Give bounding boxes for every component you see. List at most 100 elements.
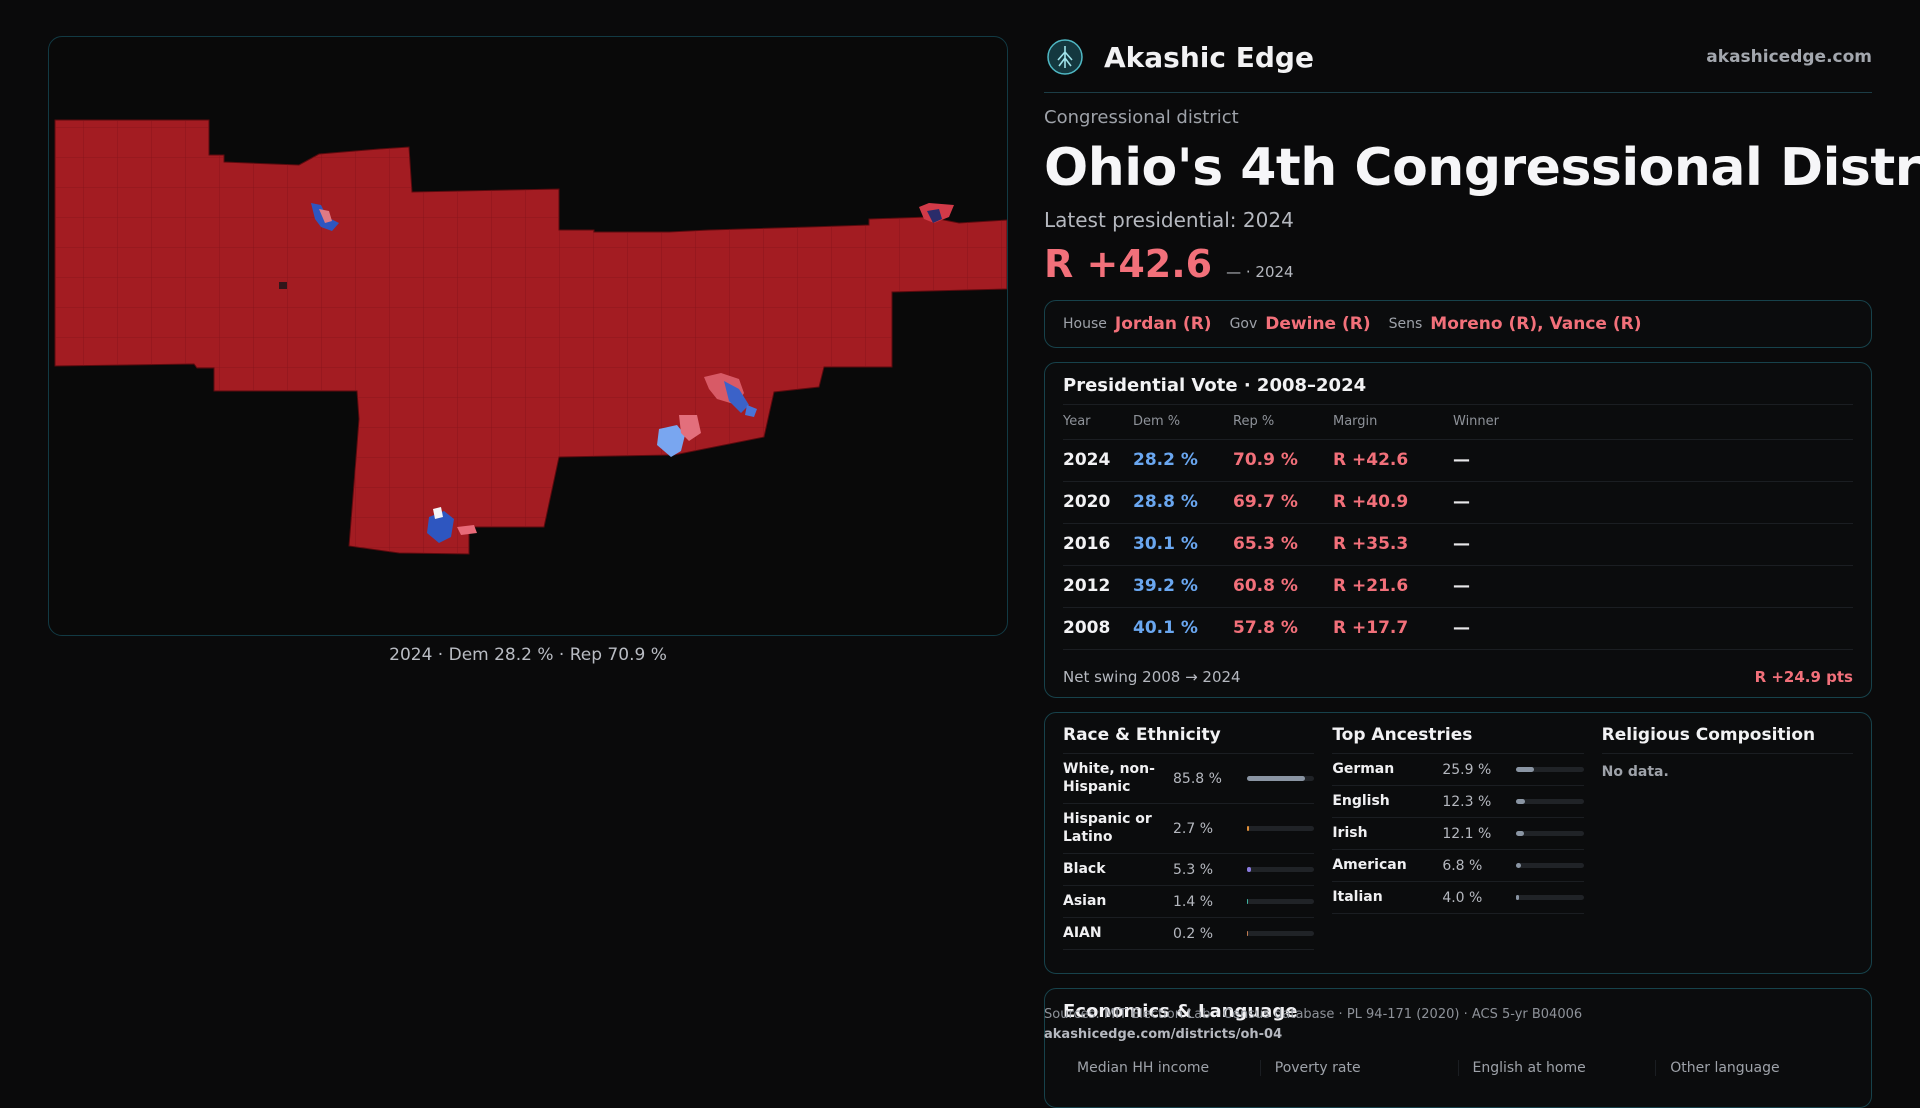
presidential-vote-title: Presidential Vote · 2008–2024: [1063, 375, 1853, 405]
ancestry-bar: [1516, 767, 1583, 772]
race-bar-fill: [1247, 776, 1305, 781]
ancestry-bar: [1516, 895, 1583, 900]
econ-other-language: Other language: [1655, 1060, 1853, 1076]
econ-english-at-home: English at home: [1458, 1060, 1656, 1076]
margin-cell: R +42.6: [1333, 439, 1453, 481]
brand-url-link[interactable]: akashicedge.com: [1706, 47, 1872, 67]
rep-cell: 69.7 %: [1233, 481, 1333, 523]
ancestry-percent: 4.0 %: [1442, 890, 1516, 906]
district-map-svg: [49, 37, 1008, 636]
ancestry-bar-fill: [1516, 831, 1524, 836]
economics-grid: Median HH income Poverty rate English at…: [1063, 1060, 1853, 1076]
winner-cell: —: [1453, 523, 1853, 565]
official-label: House: [1063, 316, 1107, 332]
race-ethnicity-section: Race & Ethnicity White, non-Hispanic 85.…: [1063, 725, 1314, 961]
religion-empty-state: No data.: [1602, 764, 1853, 780]
ancestry-label: Irish: [1332, 825, 1442, 843]
column-header-winner: Winner: [1453, 405, 1853, 439]
list-item: Irish 12.1 %: [1332, 818, 1583, 850]
ancestry-bar: [1516, 799, 1583, 804]
ancestry-label: Italian: [1332, 889, 1442, 907]
ancestry-percent: 6.8 %: [1442, 858, 1516, 874]
race-percent: 1.4 %: [1173, 894, 1247, 910]
map-caption: 2024 · Dem 28.2 % · Rep 70.9 %: [48, 645, 1008, 665]
race-label: Black: [1063, 861, 1173, 879]
religion-section: Religious Composition No data.: [1602, 725, 1853, 961]
race-bar: [1247, 776, 1314, 781]
race-label: Hispanic or Latino: [1063, 811, 1173, 846]
ancestry-label: American: [1332, 857, 1442, 875]
list-item: Italian 4.0 %: [1332, 882, 1583, 914]
district-shape: [49, 37, 1008, 636]
margin-cell: R +35.3: [1333, 523, 1453, 565]
source-url-link[interactable]: akashicedge.com/districts/oh-04: [1044, 1025, 1582, 1045]
year-cell: 2012: [1063, 565, 1133, 607]
race-bar-fill: [1247, 899, 1248, 904]
rep-cell: 70.9 %: [1233, 439, 1333, 481]
year-cell: 2016: [1063, 523, 1133, 565]
net-swing-row: Net swing 2008 → 2024 R +24.9 pts: [1063, 668, 1853, 686]
district-map[interactable]: [48, 36, 1008, 636]
table-row[interactable]: 2020 28.8 % 69.7 % R +40.9 —: [1063, 481, 1853, 523]
race-label: Asian: [1063, 893, 1173, 911]
page-title: Ohio's 4th Congressional District: [1044, 138, 1872, 198]
race-ethnicity-title: Race & Ethnicity: [1063, 725, 1314, 754]
year-cell: 2008: [1063, 607, 1133, 649]
brand-name[interactable]: Akashic Edge: [1104, 41, 1314, 74]
ancestry-bar-fill: [1516, 767, 1533, 772]
net-swing-label: Net swing 2008 → 2024: [1063, 668, 1241, 686]
table-header-row: Year Dem % Rep % Margin Winner: [1063, 405, 1853, 439]
margin-cell: R +17.7: [1333, 607, 1453, 649]
official-house[interactable]: Jordan (R): [1115, 314, 1212, 334]
official-senators[interactable]: Moreno (R), Vance (R): [1430, 314, 1641, 334]
demographics-panel: Race & Ethnicity White, non-Hispanic 85.…: [1044, 712, 1872, 974]
ancestry-percent: 25.9 %: [1442, 762, 1516, 778]
tree-of-life-icon[interactable]: [1046, 38, 1084, 76]
race-bar: [1247, 931, 1314, 936]
ancestry-percent: 12.3 %: [1442, 794, 1516, 810]
race-bar-fill: [1247, 826, 1249, 831]
race-percent: 0.2 %: [1173, 926, 1247, 942]
race-label: AIAN: [1063, 925, 1173, 943]
column-header-dem: Dem %: [1133, 405, 1233, 439]
table-row[interactable]: 2024 28.2 % 70.9 % R +42.6 —: [1063, 439, 1853, 481]
list-item: German 25.9 %: [1332, 754, 1583, 786]
list-item: Hispanic or Latino 2.7 %: [1063, 804, 1314, 854]
list-item: Asian 1.4 %: [1063, 886, 1314, 918]
table-row[interactable]: 2016 30.1 % 65.3 % R +35.3 —: [1063, 523, 1853, 565]
winner-cell: —: [1453, 607, 1853, 649]
column-header-rep: Rep %: [1233, 405, 1333, 439]
latest-margin: R +42.6: [1044, 242, 1212, 286]
econ-poverty-rate: Poverty rate: [1260, 1060, 1458, 1076]
list-item: AIAN 0.2 %: [1063, 918, 1314, 950]
year-cell: 2020: [1063, 481, 1133, 523]
ancestry-bar: [1516, 863, 1583, 868]
econ-median-income: Median HH income: [1063, 1060, 1260, 1076]
margin-cell: R +21.6: [1333, 565, 1453, 607]
race-bar: [1247, 899, 1314, 904]
race-label: White, non-Hispanic: [1063, 761, 1173, 796]
winner-cell: —: [1453, 565, 1853, 607]
dem-cell: 39.2 %: [1133, 565, 1233, 607]
table-row[interactable]: 2008 40.1 % 57.8 % R +17.7 —: [1063, 607, 1853, 649]
margin-row: R +42.6 — · 2024: [1044, 242, 1872, 286]
list-item: English 12.3 %: [1332, 786, 1583, 818]
table-row[interactable]: 2012 39.2 % 60.8 % R +21.6 —: [1063, 565, 1853, 607]
margin-subtitle: — · 2024: [1226, 263, 1293, 281]
list-item: Black 5.3 %: [1063, 854, 1314, 886]
header-divider: [1044, 92, 1872, 93]
official-label: Sens: [1389, 316, 1423, 332]
margin-cell: R +40.9: [1333, 481, 1453, 523]
official-label: Gov: [1230, 316, 1258, 332]
official-governor[interactable]: Dewine (R): [1265, 314, 1370, 334]
year-cell: 2024: [1063, 439, 1133, 481]
race-bar: [1247, 867, 1314, 872]
rep-cell: 65.3 %: [1233, 523, 1333, 565]
column-header-margin: Margin: [1333, 405, 1453, 439]
ancestry-label: English: [1332, 793, 1442, 811]
ancestry-percent: 12.1 %: [1442, 826, 1516, 842]
race-percent: 5.3 %: [1173, 862, 1247, 878]
district-kind: Congressional district: [1044, 107, 1872, 128]
presidential-vote-panel: Presidential Vote · 2008–2024 Year Dem %…: [1044, 362, 1872, 698]
dem-cell: 28.8 %: [1133, 481, 1233, 523]
